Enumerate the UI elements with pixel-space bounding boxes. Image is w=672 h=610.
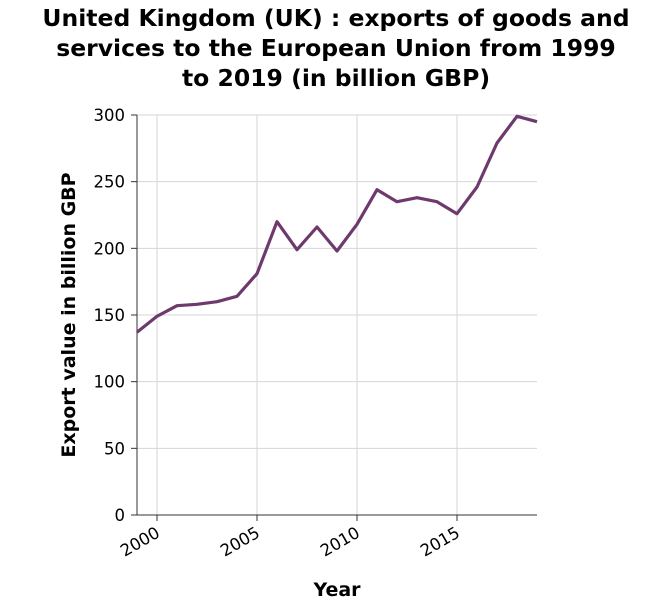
y-tick-label: 150 [94,306,126,325]
y-tick-label: 50 [104,439,125,458]
chart-title: United Kingdom (UK) : exports of goods a… [42,4,629,92]
y-tick-label: 0 [115,506,126,525]
chart-title-line-3: to 2019 (in billion GBP) [182,64,490,92]
x-tick-label: 2005 [217,523,263,560]
series-line [137,116,537,332]
x-axis-label: Year [312,579,361,601]
gridlines [137,115,537,515]
y-axis-label: Export value in billion GBP [58,172,80,457]
y-tick-label: 200 [94,239,126,258]
chart-title-line-1: United Kingdom (UK) : exports of goods a… [42,4,629,32]
tick-labels: 0 50 100 150 200 250 300 2000 2005 2010 2015 [94,106,464,560]
axes [131,115,537,521]
x-tick-label: 2000 [117,523,163,560]
data-series [137,116,537,332]
x-tick-label: 2010 [317,523,363,560]
y-tick-label: 250 [94,173,126,192]
x-tick-label: 2015 [417,523,463,560]
y-tick-label: 300 [94,106,126,125]
y-tick-label: 100 [94,373,126,392]
chart-title-line-2: services to the European Union from 1999 [56,34,616,62]
